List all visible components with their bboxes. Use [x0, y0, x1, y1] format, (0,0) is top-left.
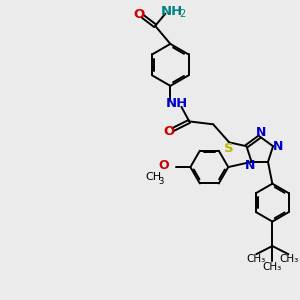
Text: O: O: [159, 159, 169, 172]
Text: N: N: [245, 159, 256, 172]
Text: CH₃: CH₃: [279, 254, 298, 264]
Text: NH: NH: [161, 5, 183, 18]
Text: CH₃: CH₃: [263, 262, 282, 272]
Text: O: O: [163, 125, 175, 138]
Text: CH₃: CH₃: [246, 254, 266, 264]
Text: N: N: [273, 140, 283, 153]
Text: 2: 2: [179, 9, 185, 19]
Text: CH: CH: [146, 172, 162, 182]
Text: NH: NH: [166, 97, 188, 110]
Text: O: O: [133, 8, 145, 21]
Text: S: S: [224, 142, 233, 155]
Text: N: N: [256, 126, 266, 139]
Text: 3: 3: [159, 177, 164, 186]
